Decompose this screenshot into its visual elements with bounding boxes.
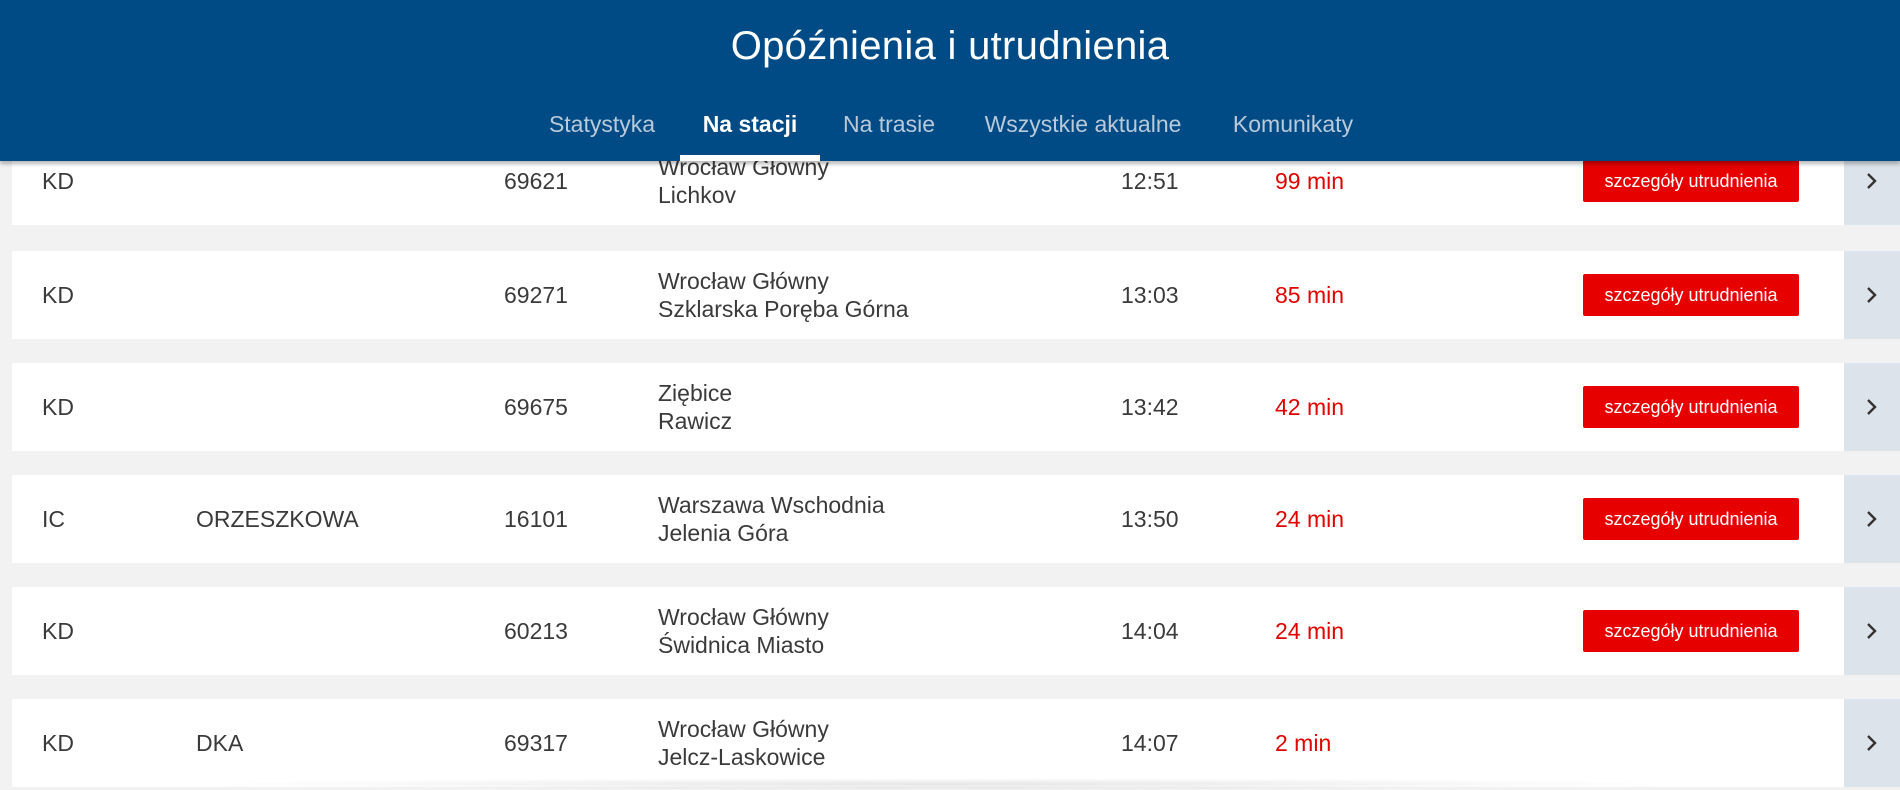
route-to: Lichkov (658, 182, 736, 208)
delay-value: 2 min (1275, 729, 1332, 756)
route: Wrocław Główny Szklarska Poręba Górna (658, 251, 909, 339)
page-header: Opóźnienia i utrudnienia Statystyka Na s… (0, 0, 1900, 161)
details-button[interactable]: szczegóły utrudnienia (1583, 610, 1799, 652)
tab-komunikaty[interactable]: Komunikaty (1232, 111, 1354, 137)
tab-na-stacji[interactable]: Na stacji (680, 100, 820, 161)
chevron-right-icon (1867, 287, 1877, 303)
chevron-right-icon (1867, 623, 1877, 639)
details-button[interactable]: szczegóły utrudnienia (1583, 274, 1799, 316)
row-expand-button[interactable] (1844, 251, 1900, 339)
train-number: 60213 (504, 617, 568, 644)
tab-wszystkie-aktualne[interactable]: Wszystkie aktualne (984, 111, 1182, 137)
route: Wrocław Główny Jelcz-Laskowice (658, 699, 829, 787)
route-to: Jelcz-Laskowice (658, 744, 826, 770)
table-row: KD 69675 Ziębice Rawicz 13:42 42 min szc… (12, 363, 1900, 451)
delay-value: 24 min (1275, 617, 1345, 644)
delay-value: 85 min (1275, 281, 1345, 308)
delay-value: 42 min (1275, 393, 1345, 420)
route: Ziębice Rawicz (658, 363, 732, 451)
carrier-code: KD (42, 167, 74, 194)
chevron-right-icon (1867, 173, 1877, 189)
route-from: Wrocław Główny (658, 268, 829, 294)
route-from: Wrocław Główny (658, 716, 829, 742)
tab-statystyka[interactable]: Statystyka (548, 111, 656, 137)
train-number: 69271 (504, 281, 568, 308)
tab-na-trasie[interactable]: Na trasie (842, 111, 936, 137)
train-number: 16101 (504, 505, 568, 532)
table-row: KD 69271 Wrocław Główny Szklarska Poręba… (12, 251, 1900, 339)
table-row: IC ORZESZKOWA 16101 Warszawa Wschodnia J… (12, 475, 1900, 563)
details-button[interactable]: szczegóły utrudnienia (1583, 498, 1799, 540)
table-row: KD DKA 69317 Wrocław Główny Jelcz-Laskow… (12, 699, 1900, 787)
route: Warszawa Wschodnia Jelenia Góra (658, 475, 885, 563)
route-from: Wrocław Główny (658, 604, 829, 630)
row-expand-button[interactable] (1844, 587, 1900, 675)
departure-time: 14:07 (1121, 729, 1179, 756)
train-name: DKA (196, 729, 244, 756)
train-name: ORZESZKOWA (196, 505, 359, 532)
carrier-code: KD (42, 617, 74, 644)
departure-time: 12:51 (1121, 167, 1179, 194)
train-number: 69675 (504, 393, 568, 420)
chevron-right-icon (1867, 399, 1877, 415)
train-number: 69621 (504, 167, 568, 194)
table-row: KD 60213 Wrocław Główny Świdnica Miasto … (12, 587, 1900, 675)
departure-time: 13:03 (1121, 281, 1179, 308)
row-expand-button[interactable] (1844, 699, 1900, 787)
carrier-code: KD (42, 393, 74, 420)
route: Wrocław Główny Świdnica Miasto (658, 587, 829, 675)
chevron-right-icon (1867, 511, 1877, 527)
chevron-right-icon (1867, 735, 1877, 751)
carrier-code: IC (42, 505, 65, 532)
route-to: Szklarska Poręba Górna (658, 296, 909, 322)
route-from: Warszawa Wschodnia (658, 492, 885, 518)
carrier-code: KD (42, 729, 74, 756)
details-button[interactable]: szczegóły utrudnienia (1583, 160, 1799, 202)
row-expand-button[interactable] (1844, 475, 1900, 563)
departure-time: 13:50 (1121, 505, 1179, 532)
tab-bar: Statystyka Na stacji Na trasie Wszystkie… (0, 100, 1900, 161)
carrier-code: KD (42, 281, 74, 308)
route-from: Ziębice (658, 380, 733, 406)
route-to: Jelenia Góra (658, 520, 789, 546)
departure-time: 14:04 (1121, 617, 1179, 644)
scroll-shadow (200, 778, 1680, 790)
delay-value: 24 min (1275, 505, 1345, 532)
page-title: Opóźnienia i utrudnienia (730, 24, 1170, 68)
route-to: Rawicz (658, 408, 733, 434)
delay-value: 99 min (1275, 167, 1345, 194)
train-number: 69317 (504, 729, 568, 756)
row-expand-button[interactable] (1844, 363, 1900, 451)
route-to: Świdnica Miasto (658, 632, 825, 658)
details-button[interactable]: szczegóły utrudnienia (1583, 386, 1799, 428)
departure-time: 13:42 (1121, 393, 1179, 420)
